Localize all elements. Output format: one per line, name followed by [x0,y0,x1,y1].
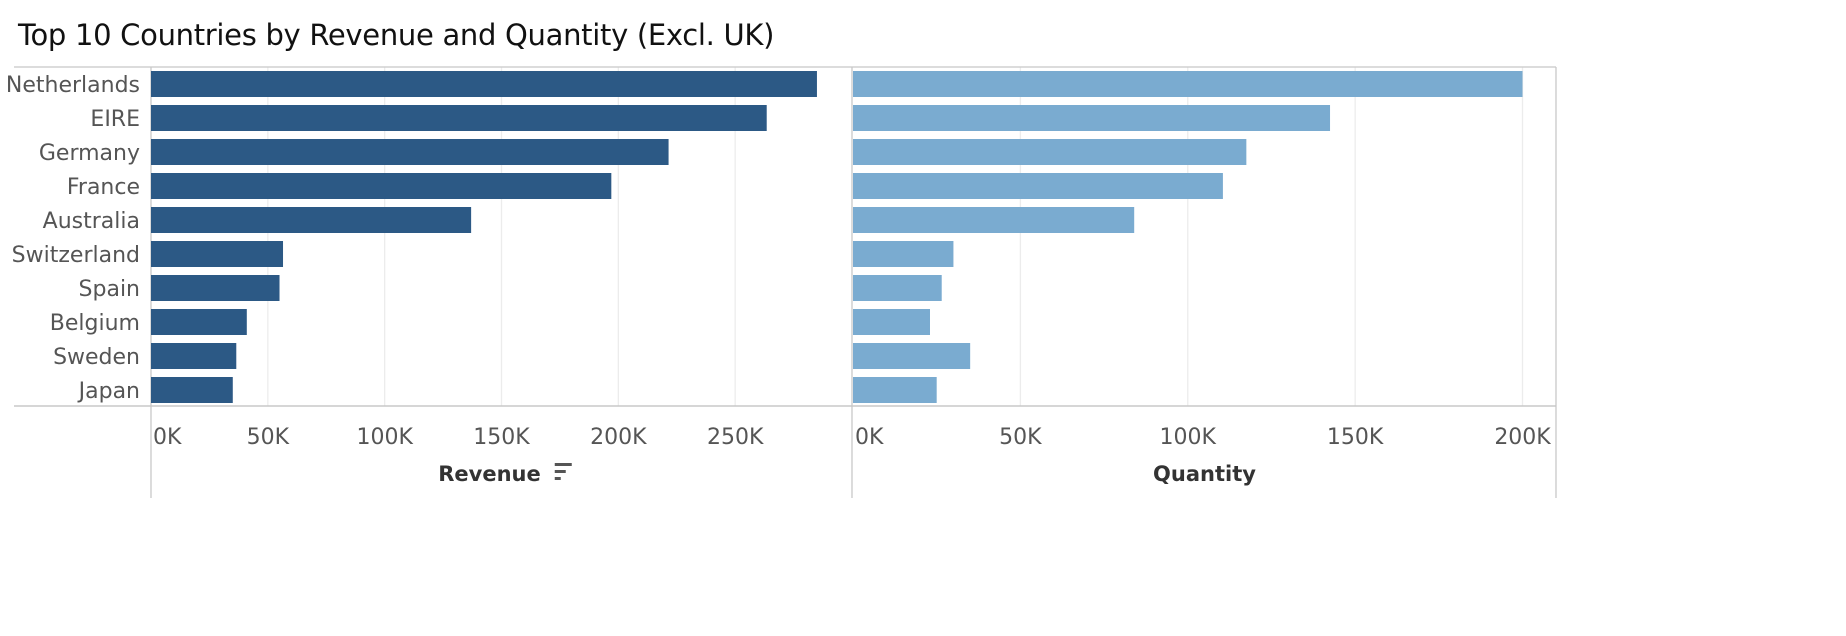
quantity-bar [853,377,937,403]
x-axis-title: Revenue [438,462,541,486]
category-label: Netherlands [6,73,140,98]
quantity-bar [853,139,1247,165]
category-label: Spain [79,277,140,302]
frame-layer [14,66,1557,498]
quantity-bar [853,343,971,369]
quantity-bar [853,309,930,335]
quantity-bar [853,105,1331,131]
x-axis-title: Quantity [1153,462,1256,486]
revenue-bar [151,275,280,301]
x-tick-label: 100K [1160,425,1217,450]
revenue-bar [151,105,767,131]
x-tick-label: 150K [1327,425,1384,450]
x-tick-label: 0K [855,425,884,450]
bars-layer [151,71,1523,403]
revenue-bar [151,377,233,403]
x-tick-label: 50K [999,425,1042,450]
revenue-bar [151,241,284,267]
category-label: Australia [43,209,140,234]
revenue-bar [151,173,612,199]
revenue-bar [151,71,817,97]
quantity-bar [853,241,954,267]
x-tick-label: 100K [356,425,413,450]
sort-icon-line [554,463,572,466]
category-label: Sweden [53,345,140,370]
category-label: Switzerland [12,243,140,268]
x-tick-label: 200K [1494,425,1551,450]
x-tick-label: 50K [247,425,290,450]
quantity-bar [853,71,1523,97]
x-tick-label: 150K [473,425,530,450]
revenue-bar [151,309,247,335]
x-tick-label: 0K [153,425,182,450]
quantity-bar [853,275,942,301]
category-label: EIRE [90,107,140,132]
sort-icon-line [554,477,561,480]
category-label: Germany [39,141,140,166]
x-tick-label: 250K [707,425,764,450]
chart-title: Top 10 Countries by Revenue and Quantity… [18,18,775,52]
category-label: France [67,175,140,200]
labels-layer: Netherlands EIRE Germany France Australia Swi… [6,73,1551,486]
category-label: Belgium [50,311,140,336]
sort-icon-line [554,470,566,473]
revenue-bar [151,207,472,233]
category-label: Japan [77,379,140,404]
sort-descending-icon [554,463,572,480]
revenue-bar [151,139,669,165]
quantity-bar [853,173,1223,199]
revenue-bar [151,343,237,369]
x-tick-label: 200K [590,425,647,450]
quantity-bar [853,207,1135,233]
